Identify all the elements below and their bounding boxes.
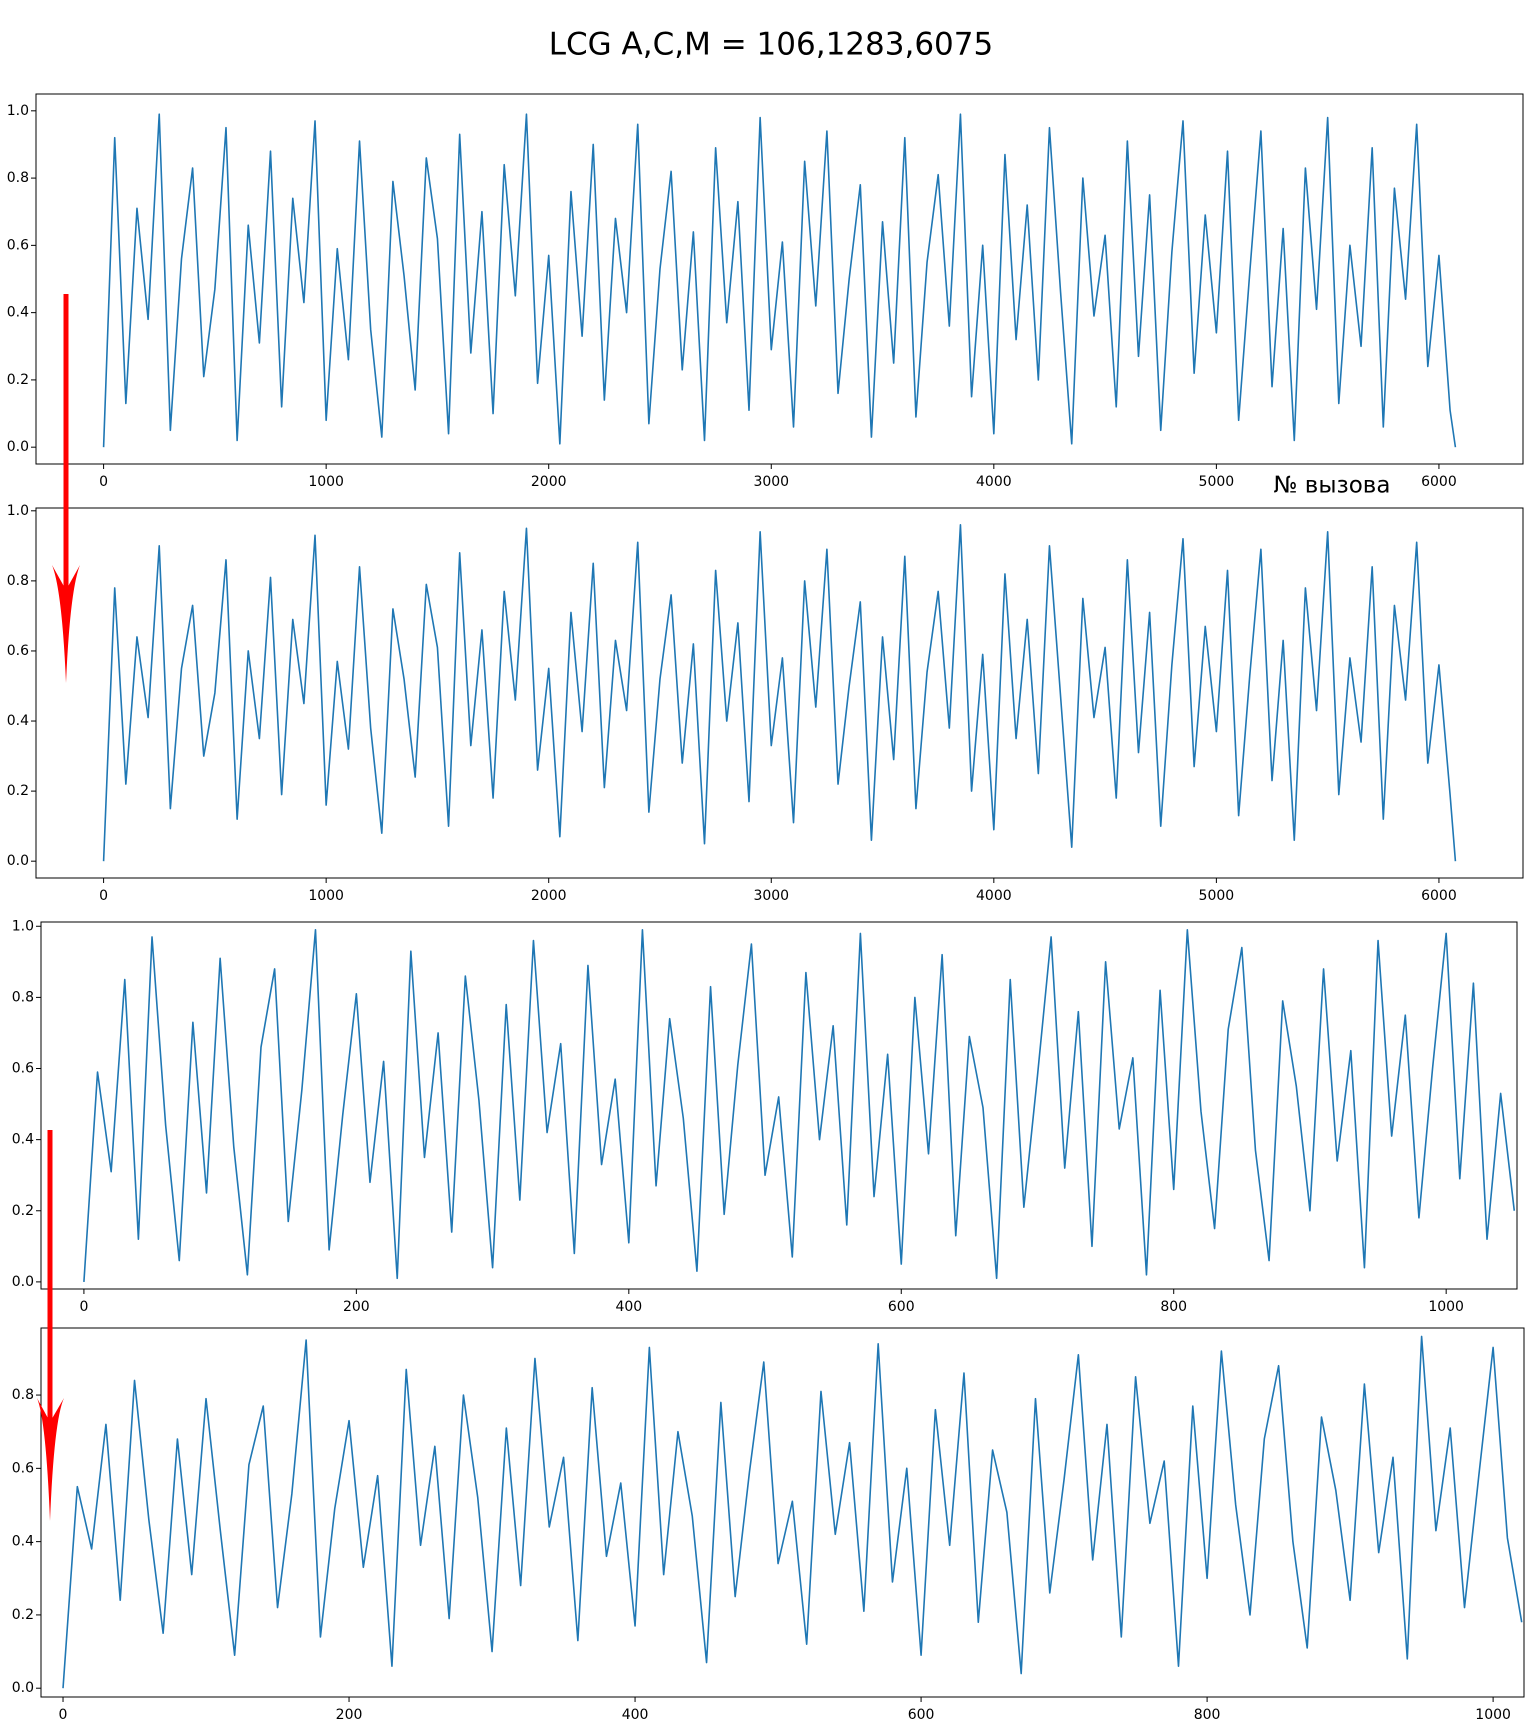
- x-tick-label: 2000: [531, 474, 567, 490]
- plot-area: [102, 113, 1457, 448]
- data-line: [102, 113, 1457, 448]
- x-tick-label: 1000: [1428, 1299, 1464, 1315]
- y-tick-label: 0.8: [7, 573, 29, 589]
- plot-area: [102, 524, 1457, 862]
- y-tick-label: 0.0: [7, 439, 29, 455]
- x-tick-label: 0: [99, 888, 108, 904]
- x-tick-label: 4000: [976, 474, 1012, 490]
- arrows: [37, 294, 80, 1521]
- y-tick-label: 0.6: [12, 1460, 34, 1476]
- x-tick-label: 0: [79, 1299, 88, 1315]
- x-tick-label: 3000: [753, 474, 789, 490]
- x-tick-label: 600: [888, 1299, 915, 1315]
- y-tick-label: 1.0: [7, 103, 29, 119]
- x-tick-label: 0: [59, 1707, 68, 1721]
- charts: 0 1000 2000 3000 4000 5000 60000.00.20.40.60.8…: [7, 93, 1525, 1721]
- y-tick-label: 0.2: [7, 372, 29, 388]
- chart: 0 1000 2000 3000 4000 5000 6000 0.0 0.2 0.4 0.6 0.8…: [7, 93, 1524, 499]
- chart: 0 200 400 600 800 1000 0.0 0.2 0.4 0.6 0.8: [12, 1327, 1525, 1721]
- title: LCG A,C,M = 106,1283,6075: [549, 27, 993, 63]
- y-tick-label: 0.0: [7, 853, 29, 869]
- arrow-head: [52, 565, 80, 683]
- y-tick-label: 0.6: [7, 237, 29, 253]
- y-tick-label: 0.8: [7, 170, 29, 186]
- chart: 0 200 400 600 800 1000 0.0 0.2 0.4 0.6 0.8 1.0: [12, 918, 1518, 1315]
- plot-frame: [40, 1327, 1525, 1698]
- arrow-head: [37, 1398, 64, 1521]
- chart: 0 1000 2000 3000 4000 5000 6000 0.0 0.2 0.4 0.6 0.8…: [7, 503, 1524, 904]
- plot-frame: [35, 93, 1524, 465]
- y-tick-label: 0.8: [12, 989, 34, 1005]
- x-tick-label: 5000: [1199, 888, 1235, 904]
- y-tick-label: 0.4: [7, 713, 29, 729]
- y-tick-label: 0.2: [12, 1607, 34, 1623]
- x-tick-label: 4000: [976, 888, 1012, 904]
- y-tick-label: 0.4: [7, 305, 29, 321]
- x-axis-label: № вызова: [1274, 473, 1391, 499]
- x-tick-label: 1000: [1475, 1707, 1511, 1721]
- data-line: [62, 1335, 1523, 1689]
- y-tick-label: 0.4: [12, 1534, 34, 1550]
- plot-area: [62, 1335, 1523, 1689]
- plot-frame: [35, 507, 1524, 879]
- x-tick-label: 800: [1194, 1707, 1221, 1721]
- x-tick-label: 1000: [308, 888, 344, 904]
- x-tick-label: 5000: [1199, 474, 1235, 490]
- y-tick-label: 0.8: [12, 1387, 34, 1403]
- data-line: [102, 524, 1457, 862]
- y-tick-label: 1.0: [12, 918, 34, 934]
- x-tick-label: 800: [1160, 1299, 1187, 1315]
- y-tick-label: 0.6: [12, 1061, 34, 1077]
- data-line: [83, 929, 1516, 1282]
- x-tick-label: 600: [908, 1707, 935, 1721]
- x-tick-label: 400: [622, 1707, 649, 1721]
- x-tick-label: 6000: [1421, 888, 1457, 904]
- x-tick-label: 200: [336, 1707, 363, 1721]
- x-tick-label: 6000: [1421, 474, 1457, 490]
- y-tick-label: 0.0: [12, 1274, 34, 1290]
- x-tick-label: 2000: [531, 888, 567, 904]
- plot-area: [83, 929, 1516, 1282]
- x-tick-label: 400: [615, 1299, 642, 1315]
- y-tick-label: 1.0: [7, 503, 29, 519]
- y-tick-label: 0.2: [12, 1203, 34, 1219]
- x-tick-label: 0: [99, 474, 108, 490]
- y-tick-label: 0.6: [7, 643, 29, 659]
- y-tick-label: 0.4: [12, 1132, 34, 1148]
- x-tick-label: 200: [343, 1299, 370, 1315]
- y-tick-label: 0.2: [7, 783, 29, 799]
- x-tick-label: 3000: [753, 888, 789, 904]
- x-tick-label: 1000: [308, 474, 344, 490]
- y-tick-label: 0.0: [12, 1680, 34, 1696]
